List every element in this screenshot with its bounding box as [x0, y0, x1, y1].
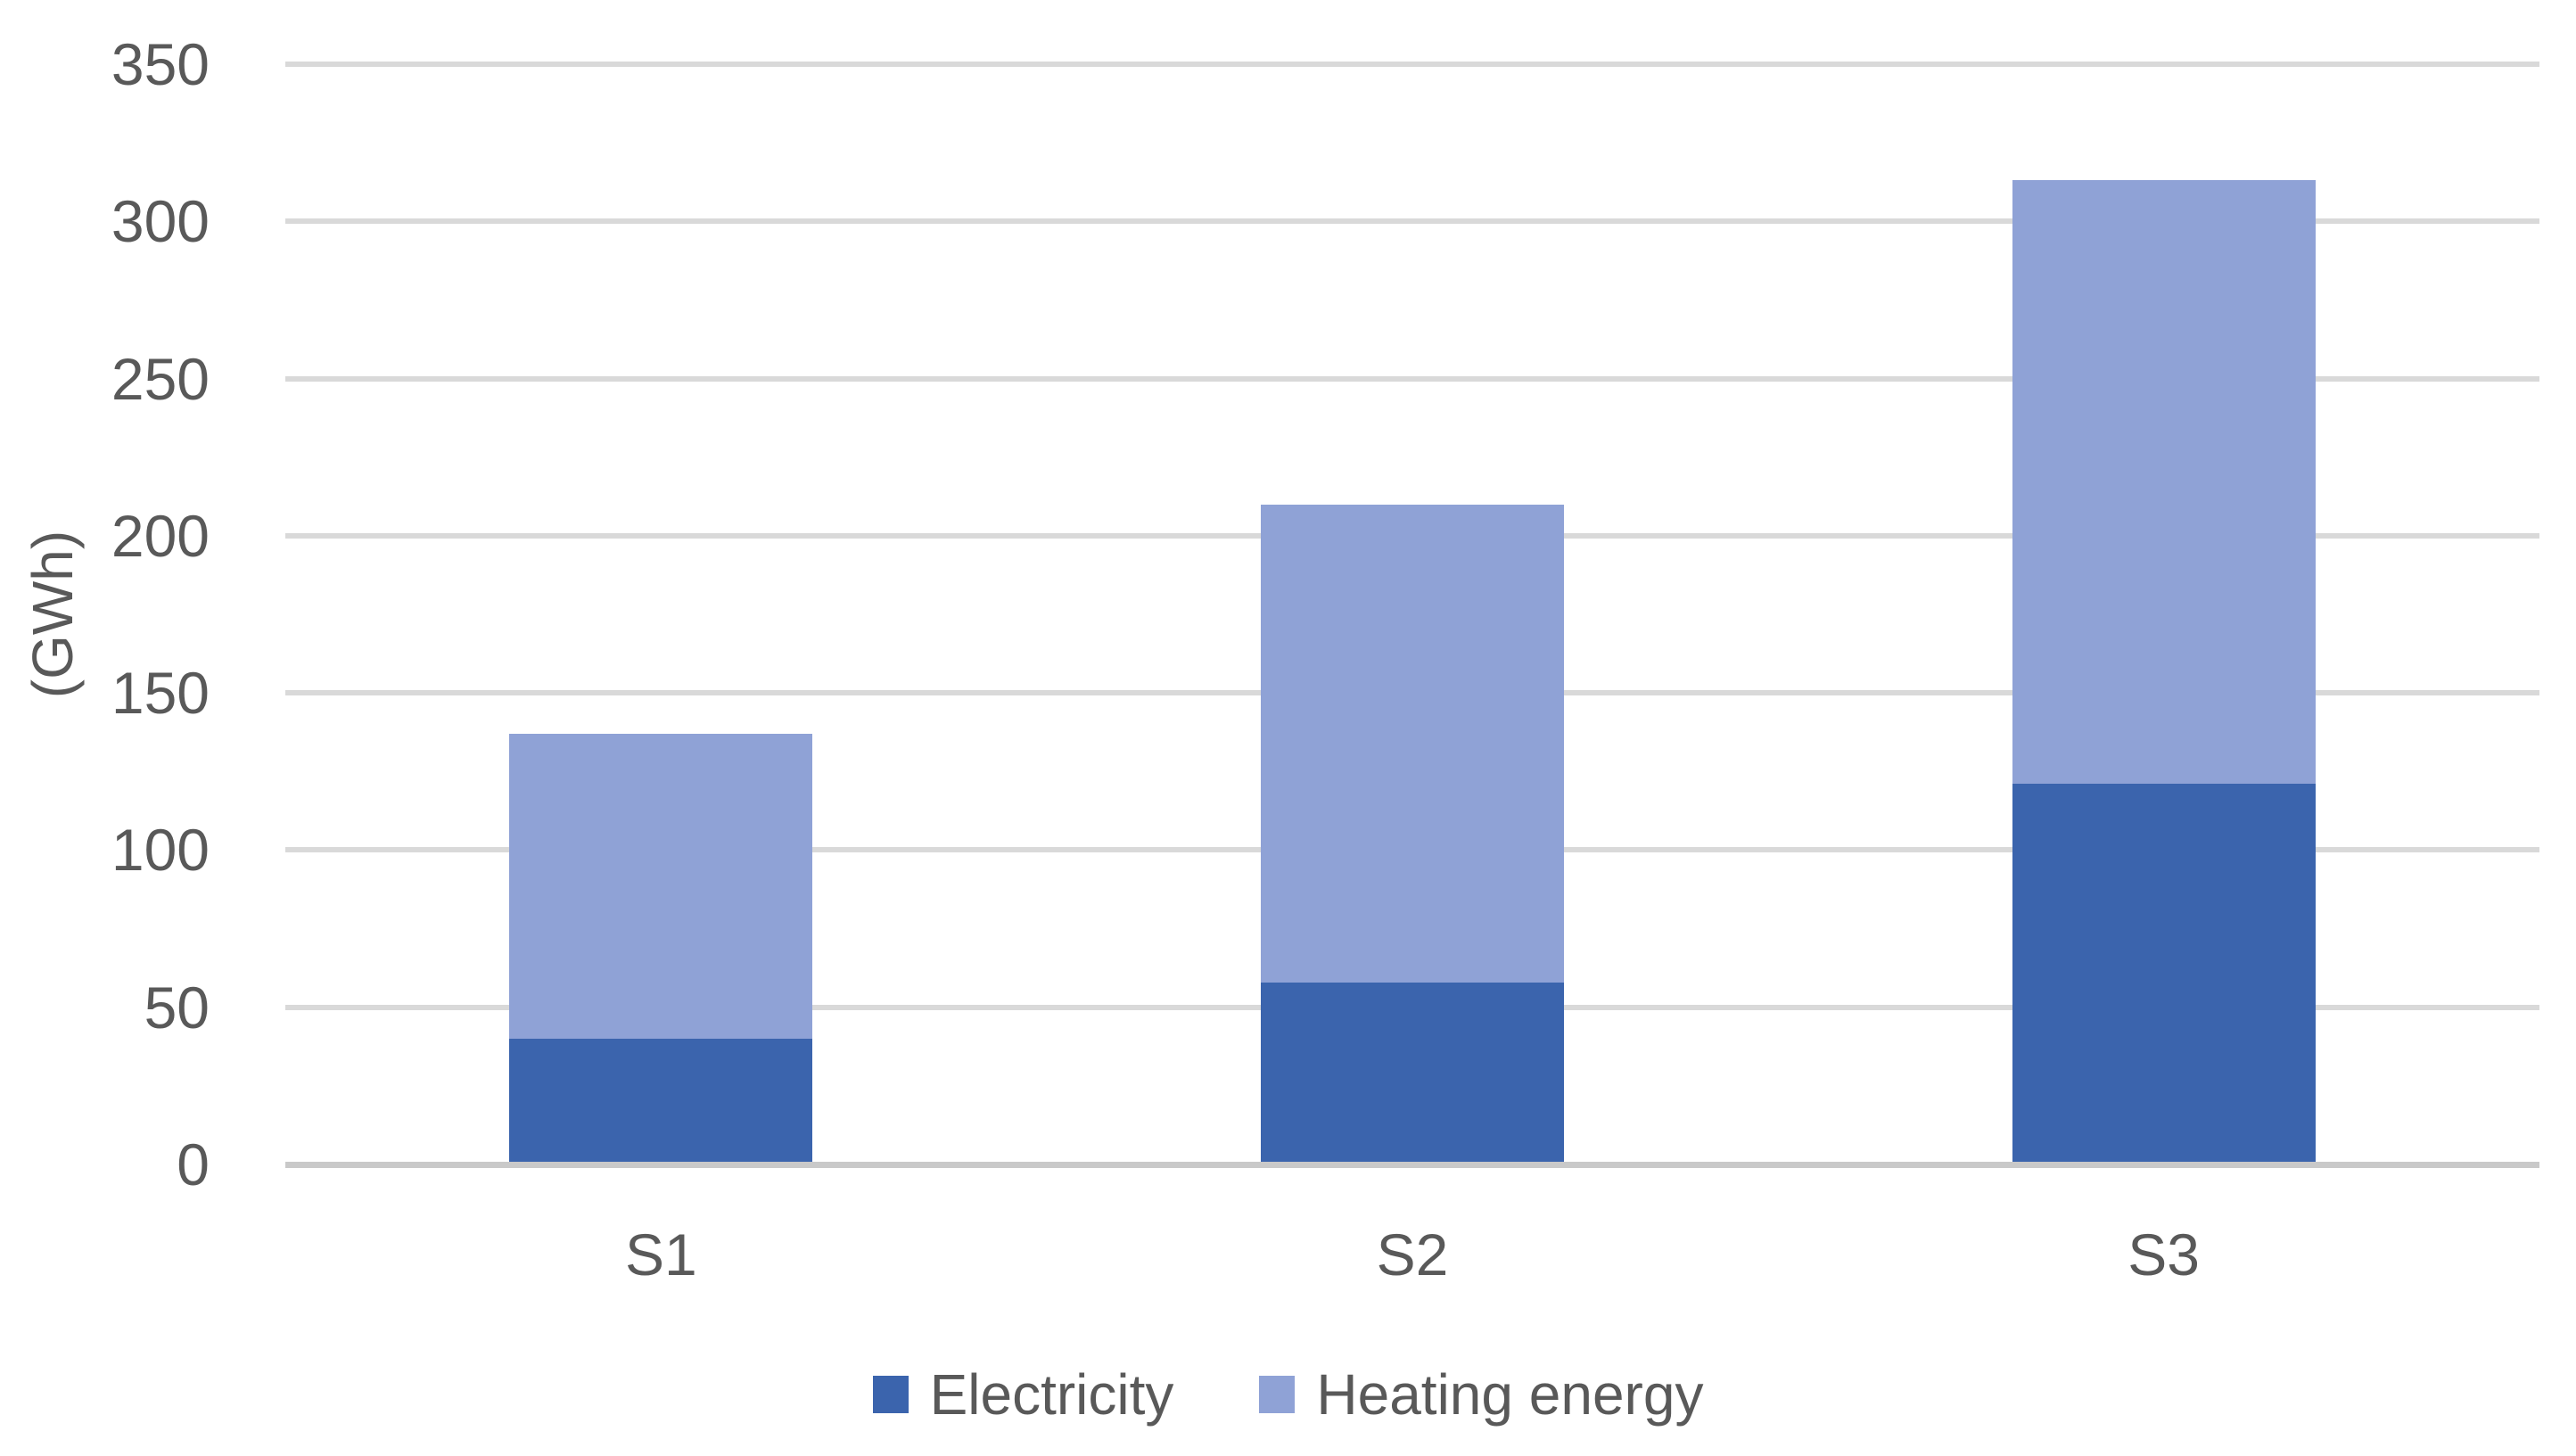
y-tick-label-200: 200	[111, 502, 210, 569]
legend-label: Heating energy	[1316, 1362, 1704, 1427]
x-category-label-S3: S3	[2127, 1222, 2201, 1287]
bar-S1-electricity	[509, 1038, 813, 1164]
bar-S3-electricity	[2012, 784, 2316, 1164]
legend: Electricity Heating energy	[0, 1353, 2576, 1435]
bar-S3-heating-energy	[2012, 180, 2316, 785]
x-category-label-S1: S1	[624, 1222, 697, 1287]
y-tick-label-250: 250	[111, 345, 210, 412]
bar-S2-electricity	[1261, 982, 1564, 1164]
y-tick-label-50: 50	[144, 974, 210, 1041]
bar-S2-heating-energy	[1261, 504, 1564, 983]
x-category-label-S2: S2	[1376, 1222, 1449, 1287]
gridline-350	[285, 62, 2539, 67]
y-tick-label-300: 300	[111, 188, 210, 255]
y-tick-label-0: 0	[177, 1131, 210, 1197]
legend-swatch-icon	[1259, 1376, 1296, 1413]
gridline-250	[285, 375, 2539, 382]
legend-swatch-icon	[872, 1376, 909, 1413]
y-tick-label-100: 100	[111, 817, 210, 884]
x-axis-line	[285, 1162, 2539, 1168]
legend-item-heating-energy: Heating energy	[1259, 1361, 1703, 1427]
bar-S1-heating-energy	[509, 733, 813, 1039]
gridline-300	[285, 218, 2539, 225]
y-tick-label-350: 350	[111, 31, 210, 97]
legend-label: Electricity	[929, 1362, 1174, 1427]
y-tick-label-150: 150	[111, 660, 210, 727]
legend-item-electricity: Electricity	[872, 1361, 1174, 1427]
